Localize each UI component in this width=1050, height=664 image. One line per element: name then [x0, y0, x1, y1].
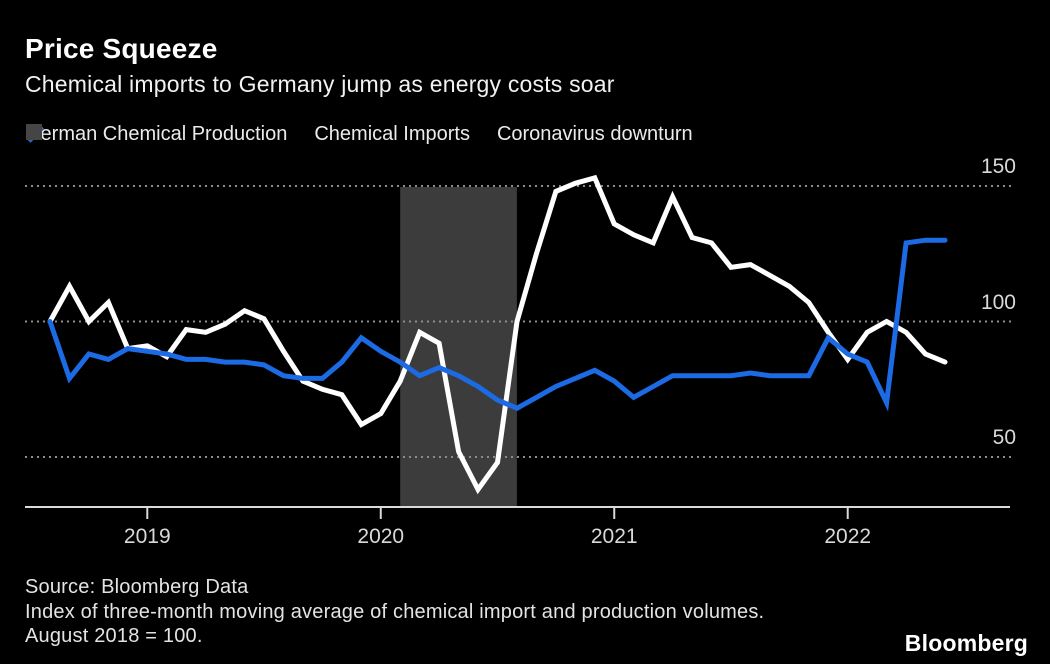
- legend: German Chemical Production Chemical Impo…: [25, 123, 693, 146]
- x-axis-label-2020: 2020: [357, 525, 405, 548]
- legend-label-coronavirus: Coronavirus downturn: [496, 123, 693, 145]
- page-subtitle: Chemical imports to Germany jump as ener…: [25, 71, 615, 97]
- y-axis-label-150: 150: [980, 155, 1016, 178]
- y-axis-labels: 150 100 50: [956, 0, 1016, 664]
- x-axis-label-2022: 2022: [824, 525, 872, 548]
- y-axis-label-50: 50: [992, 426, 1016, 449]
- page-title: Price Squeeze: [25, 33, 218, 64]
- production-line: [47, 174, 948, 495]
- x-axis-label-2019: 2019: [123, 525, 171, 548]
- legend-item-coronavirus: Coronavirus downturn: [26, 123, 693, 146]
- imports-line: [47, 237, 948, 412]
- note-line-1: Index of three-month moving average of c…: [25, 601, 765, 623]
- gray-square-icon: [26, 124, 42, 140]
- bloomberg-logo: Bloomberg: [904, 630, 1028, 656]
- y-axis-label-100: 100: [980, 290, 1016, 314]
- legend-label-production: German Chemical Production: [25, 123, 288, 145]
- note-line-2: August 2018 = 100.: [25, 625, 203, 647]
- source-text: Source: Bloomberg Data: [25, 576, 249, 598]
- x-axis-label-2021: 2021: [590, 525, 638, 548]
- legend-label-imports: Chemical Imports: [314, 123, 470, 145]
